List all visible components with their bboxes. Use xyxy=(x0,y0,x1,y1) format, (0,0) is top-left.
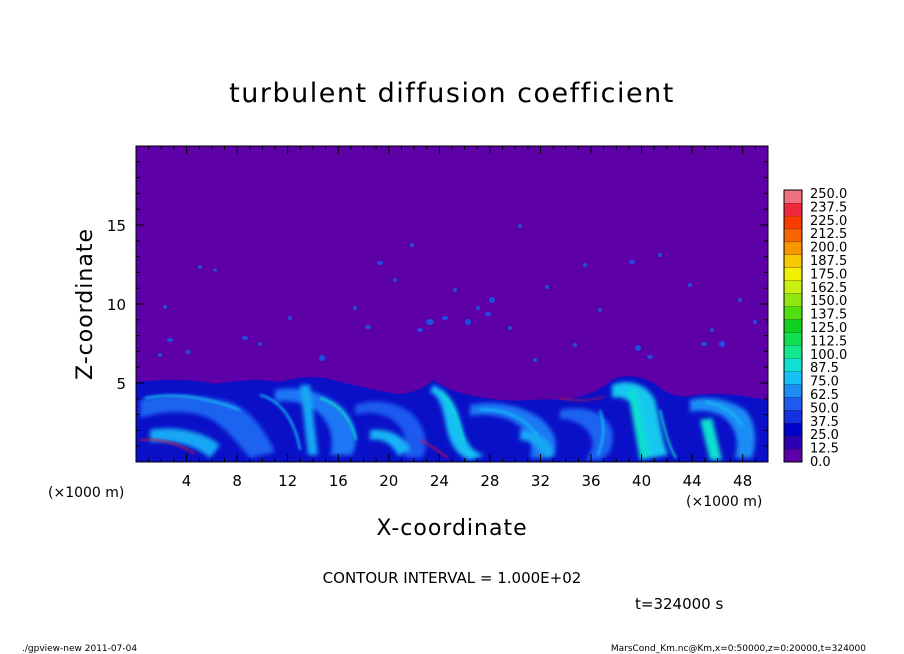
x-tick-label: 8 xyxy=(232,472,242,490)
time-label: t=324000 s xyxy=(635,595,723,613)
colorbar: 0.012.525.037.550.062.575.087.5100.0112.… xyxy=(783,187,847,470)
colorbar-swatch xyxy=(784,397,802,411)
colorbar-swatch xyxy=(784,410,802,424)
colorbar-swatch xyxy=(784,384,802,398)
colorbar-swatch xyxy=(784,228,802,242)
colorbar-label: 237.5 xyxy=(810,200,847,215)
colorbar-label: 50.0 xyxy=(810,401,839,416)
x-tick-label: 20 xyxy=(379,472,398,490)
plot-area xyxy=(136,146,768,462)
colorbar-swatch xyxy=(784,280,802,294)
colorbar-label: 37.5 xyxy=(810,415,839,430)
x-tick-label: 16 xyxy=(329,472,348,490)
y-tick-label: 15 xyxy=(107,217,126,235)
colorbar-swatch xyxy=(784,423,802,437)
colorbar-label: 200.0 xyxy=(810,241,847,256)
colorbar-label: 187.5 xyxy=(810,254,847,269)
eddies xyxy=(158,224,757,362)
boundary-layer xyxy=(136,376,768,462)
colorbar-label: 87.5 xyxy=(810,361,839,376)
contour-interval-note: CONTOUR INTERVAL = 1.000E+02 xyxy=(323,569,582,587)
colorbar-swatch xyxy=(784,449,802,462)
x-tick-label: 44 xyxy=(683,472,702,490)
colorbar-label: 212.5 xyxy=(810,227,847,242)
colorbar-label: 75.0 xyxy=(810,375,839,390)
colorbar-label: 225.0 xyxy=(810,214,847,229)
colorbar-label: 12.5 xyxy=(810,442,839,457)
colorbar-swatch xyxy=(784,319,802,333)
x-axis-label: X-coordinate xyxy=(376,516,527,541)
y-axis-label: Z-coordinate xyxy=(73,228,98,380)
colorbar-label: 100.0 xyxy=(810,348,847,363)
colorbar-label: 112.5 xyxy=(810,334,847,349)
colorbar-label: 25.0 xyxy=(810,428,839,443)
colorbar-label: 0.0 xyxy=(810,455,831,470)
x-tick-label: 32 xyxy=(531,472,550,490)
x-tick-label: 24 xyxy=(430,472,449,490)
colorbar-swatch xyxy=(784,371,802,385)
colorbar-label: 175.0 xyxy=(810,267,847,282)
x-axis-unit: (×1000 m) xyxy=(686,494,762,510)
x-axis-ticks: 4 8 12 16 20 24 28 32 36 40 44 48 xyxy=(148,146,756,490)
y-axis-ticks: 5 10 15 xyxy=(107,161,768,447)
colorbar-label: 125.0 xyxy=(810,321,847,336)
colorbar-frame xyxy=(783,189,803,463)
x-tick-label: 4 xyxy=(182,472,192,490)
colorbar-swatch xyxy=(784,215,802,229)
footer-right: MarsCond_Km.nc@Km,x=0:50000,z=0:20000,t=… xyxy=(611,644,866,654)
x-tick-label: 48 xyxy=(733,472,752,490)
x-tick-label: 40 xyxy=(632,472,651,490)
x-tick-label: 28 xyxy=(480,472,499,490)
colorbar-swatch xyxy=(784,267,802,281)
colorbar-label: 250.0 xyxy=(810,187,847,202)
colorbar-swatch xyxy=(784,345,802,359)
chart-title: turbulent diffusion coefficient xyxy=(229,78,675,109)
colorbar-swatch xyxy=(784,436,802,450)
colorbar-swatch xyxy=(784,202,802,216)
colorbar-swatch xyxy=(784,190,802,203)
colorbar-swatch xyxy=(784,241,802,255)
y-tick-label: 10 xyxy=(107,296,126,314)
colorbar-label: 62.5 xyxy=(810,388,839,403)
colorbar-label: 150.0 xyxy=(810,294,847,309)
colorbar-swatch xyxy=(784,306,802,320)
y-tick-label: 5 xyxy=(116,375,126,393)
colorbar-label: 137.5 xyxy=(810,308,847,323)
x-tick-label: 36 xyxy=(581,472,600,490)
colorbar-swatch xyxy=(784,293,802,307)
colorbar-swatch xyxy=(784,332,802,346)
x-tick-label: 12 xyxy=(278,472,297,490)
footer-left: ./gpview-new 2011-07-04 xyxy=(22,644,137,654)
colorbar-swatch xyxy=(784,358,802,372)
colorbar-label: 162.5 xyxy=(810,281,847,296)
colorbar-swatch xyxy=(784,254,802,268)
y-axis-unit: (×1000 m) xyxy=(48,485,124,501)
